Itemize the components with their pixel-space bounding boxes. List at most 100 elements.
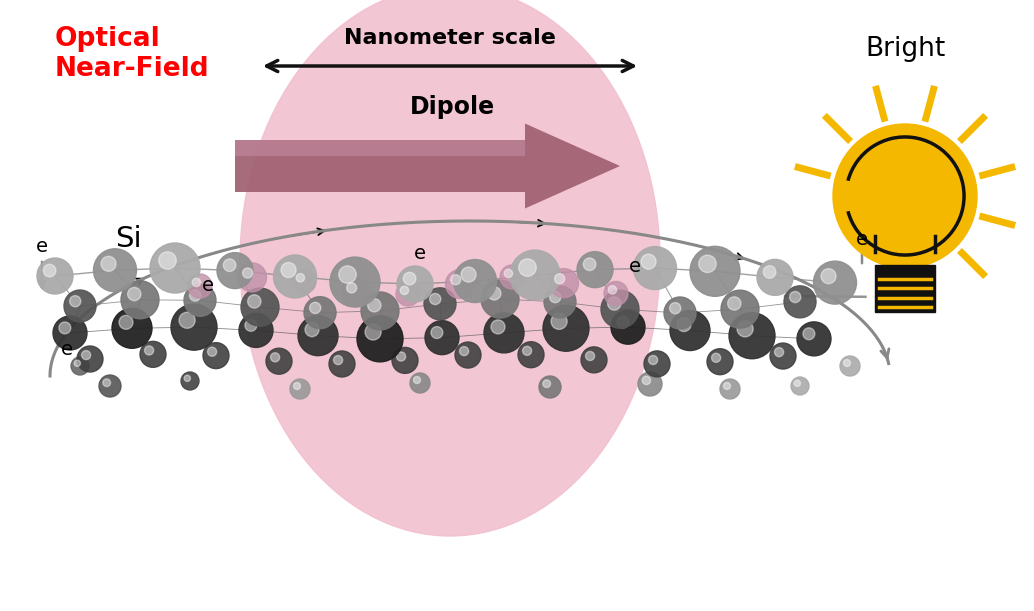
Circle shape: [334, 356, 342, 365]
FancyBboxPatch shape: [876, 265, 935, 312]
Circle shape: [184, 375, 190, 381]
Circle shape: [245, 320, 256, 331]
Circle shape: [577, 252, 613, 288]
Circle shape: [281, 263, 296, 277]
Circle shape: [794, 380, 800, 386]
Circle shape: [720, 379, 740, 399]
Circle shape: [699, 255, 717, 273]
Circle shape: [101, 256, 116, 271]
Circle shape: [544, 286, 576, 318]
Text: Optical
Near-Field: Optical Near-Field: [55, 26, 210, 82]
Circle shape: [803, 328, 815, 340]
Text: e: e: [629, 257, 641, 276]
Circle shape: [171, 304, 217, 350]
Circle shape: [539, 376, 561, 398]
Circle shape: [638, 372, 662, 396]
Circle shape: [145, 346, 154, 355]
Circle shape: [179, 312, 195, 328]
Circle shape: [121, 281, 159, 319]
Circle shape: [543, 306, 589, 351]
Polygon shape: [525, 123, 620, 208]
Circle shape: [729, 313, 776, 359]
Circle shape: [424, 288, 456, 320]
Circle shape: [611, 310, 645, 344]
Circle shape: [601, 290, 639, 328]
Circle shape: [484, 313, 524, 353]
Circle shape: [292, 269, 316, 293]
Circle shape: [93, 249, 136, 292]
Circle shape: [549, 269, 578, 298]
Circle shape: [309, 302, 321, 313]
Circle shape: [505, 269, 513, 277]
Circle shape: [403, 273, 416, 285]
FancyBboxPatch shape: [235, 140, 525, 156]
Circle shape: [455, 342, 481, 368]
Circle shape: [604, 282, 628, 306]
Circle shape: [642, 376, 650, 384]
Circle shape: [140, 342, 166, 367]
Circle shape: [454, 260, 496, 302]
Circle shape: [833, 124, 977, 268]
Circle shape: [74, 360, 81, 367]
Circle shape: [821, 269, 837, 284]
Circle shape: [481, 280, 519, 318]
Circle shape: [763, 266, 776, 278]
Circle shape: [99, 375, 121, 397]
Circle shape: [429, 293, 440, 305]
Circle shape: [648, 356, 658, 365]
Text: e: e: [36, 237, 48, 256]
Circle shape: [451, 274, 461, 285]
Circle shape: [189, 290, 201, 301]
Circle shape: [397, 266, 433, 302]
Circle shape: [112, 309, 152, 348]
Text: Dipole: Dipole: [410, 95, 495, 119]
Circle shape: [305, 323, 320, 337]
Circle shape: [296, 274, 305, 282]
Circle shape: [581, 347, 607, 373]
Circle shape: [43, 265, 56, 277]
Circle shape: [488, 287, 500, 300]
Circle shape: [271, 353, 279, 362]
Circle shape: [339, 266, 357, 284]
Circle shape: [425, 321, 459, 354]
Circle shape: [770, 343, 796, 369]
Text: e: e: [60, 340, 72, 359]
Circle shape: [664, 297, 696, 329]
Circle shape: [550, 291, 560, 302]
Circle shape: [518, 342, 544, 368]
Circle shape: [617, 316, 629, 328]
Circle shape: [357, 316, 403, 362]
Circle shape: [223, 259, 236, 271]
Circle shape: [346, 283, 357, 293]
Circle shape: [814, 261, 856, 304]
Circle shape: [724, 382, 730, 389]
Circle shape: [127, 287, 141, 301]
Circle shape: [208, 347, 217, 356]
Circle shape: [241, 288, 279, 326]
Circle shape: [844, 359, 851, 367]
Circle shape: [329, 351, 355, 377]
Circle shape: [361, 292, 399, 330]
Circle shape: [266, 348, 292, 374]
Circle shape: [410, 373, 430, 393]
Circle shape: [77, 346, 103, 372]
FancyBboxPatch shape: [235, 140, 525, 192]
Text: Si: Si: [115, 225, 142, 253]
Circle shape: [644, 351, 670, 377]
Circle shape: [446, 269, 475, 299]
Circle shape: [82, 351, 91, 360]
Circle shape: [790, 291, 800, 302]
Circle shape: [551, 313, 568, 329]
Circle shape: [707, 349, 733, 375]
Circle shape: [53, 316, 87, 350]
Circle shape: [238, 263, 267, 292]
Circle shape: [64, 290, 96, 322]
Circle shape: [461, 267, 476, 282]
Circle shape: [677, 318, 691, 332]
Circle shape: [59, 322, 71, 334]
Circle shape: [203, 343, 229, 368]
Circle shape: [69, 296, 81, 307]
Circle shape: [37, 258, 73, 294]
Circle shape: [290, 379, 310, 399]
Circle shape: [670, 302, 680, 314]
